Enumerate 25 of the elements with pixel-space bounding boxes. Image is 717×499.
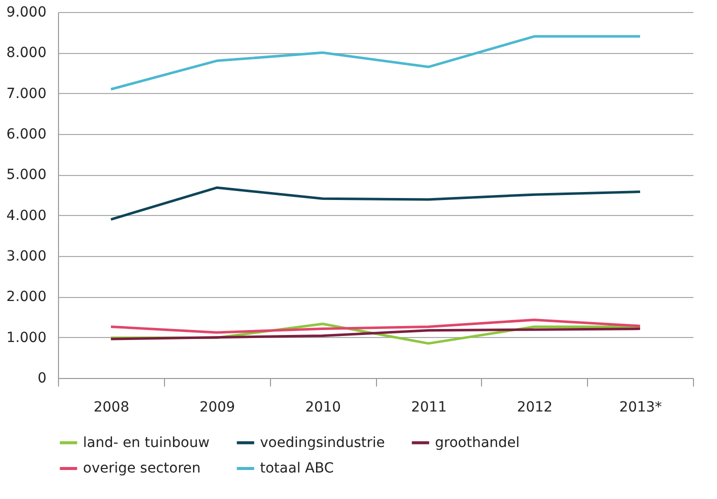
y-tick-label: 0 — [38, 370, 46, 386]
legend-label: totaal ABC — [260, 460, 334, 476]
x-tick-label: 2012 — [516, 400, 553, 416]
x-tick-label: 2008 — [94, 400, 130, 416]
line-series — [110, 328, 642, 340]
y-tick-label: 8.000 — [6, 45, 46, 62]
y-tick-label: 1.000 — [6, 330, 46, 346]
y-tick-label: 2.000 — [6, 289, 46, 306]
y-tick-label: 5.000 — [6, 167, 46, 184]
legend-label: land- en tuinbouw — [83, 434, 210, 451]
y-tick-label: 7.000 — [6, 86, 46, 102]
y-tick-label: 6.000 — [6, 126, 46, 142]
line-series — [110, 318, 642, 334]
y-tick-label: 9.000 — [6, 4, 46, 20]
y-tick-label: 4.000 — [6, 208, 46, 224]
line-series — [110, 186, 642, 221]
x-tick-label: 2011 — [411, 400, 447, 416]
legend-label: overige sectoren — [83, 460, 201, 476]
legend-label: groothandel — [435, 434, 520, 451]
x-tick-label: 2013* — [619, 400, 662, 416]
x-tick-label: 2010 — [305, 400, 341, 416]
x-tick-label: 2009 — [199, 400, 236, 416]
y-tick-label: 3.000 — [6, 248, 46, 264]
line-series — [110, 35, 642, 91]
legend-label: voedingsindustrie — [260, 434, 385, 451]
